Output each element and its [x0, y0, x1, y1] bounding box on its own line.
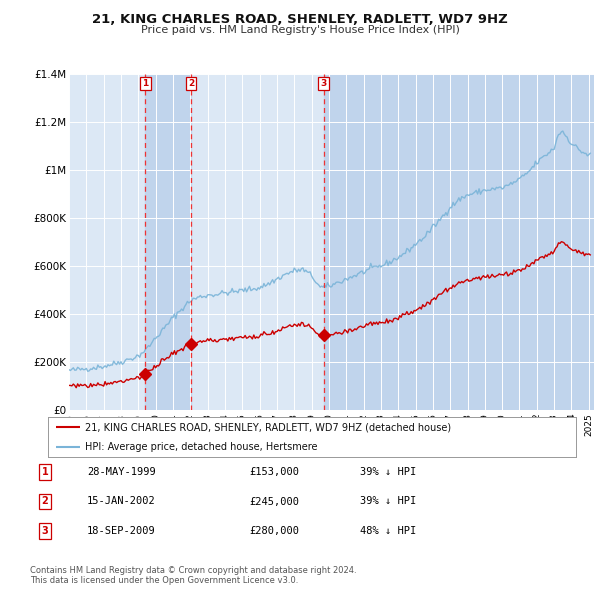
Text: 21, KING CHARLES ROAD, SHENLEY, RADLETT, WD7 9HZ (detached house): 21, KING CHARLES ROAD, SHENLEY, RADLETT,…: [85, 422, 451, 432]
Text: 2: 2: [41, 497, 49, 506]
Text: 21, KING CHARLES ROAD, SHENLEY, RADLETT, WD7 9HZ: 21, KING CHARLES ROAD, SHENLEY, RADLETT,…: [92, 13, 508, 26]
Text: 48% ↓ HPI: 48% ↓ HPI: [360, 526, 416, 536]
Text: 39% ↓ HPI: 39% ↓ HPI: [360, 497, 416, 506]
Text: 15-JAN-2002: 15-JAN-2002: [87, 497, 156, 506]
Text: 3: 3: [41, 526, 49, 536]
Text: £245,000: £245,000: [249, 497, 299, 506]
Text: £153,000: £153,000: [249, 467, 299, 477]
Bar: [324, 74, 594, 410]
Text: 39% ↓ HPI: 39% ↓ HPI: [360, 467, 416, 477]
Text: 2: 2: [188, 79, 194, 88]
Text: 1: 1: [142, 79, 149, 88]
Text: £280,000: £280,000: [249, 526, 299, 536]
Text: Price paid vs. HM Land Registry's House Price Index (HPI): Price paid vs. HM Land Registry's House …: [140, 25, 460, 35]
Text: 28-MAY-1999: 28-MAY-1999: [87, 467, 156, 477]
Text: Contains HM Land Registry data © Crown copyright and database right 2024.
This d: Contains HM Land Registry data © Crown c…: [30, 566, 356, 585]
Bar: [145, 74, 191, 410]
Text: 1: 1: [41, 467, 49, 477]
Text: 18-SEP-2009: 18-SEP-2009: [87, 526, 156, 536]
Text: HPI: Average price, detached house, Hertsmere: HPI: Average price, detached house, Hert…: [85, 442, 317, 452]
Text: 3: 3: [321, 79, 327, 88]
